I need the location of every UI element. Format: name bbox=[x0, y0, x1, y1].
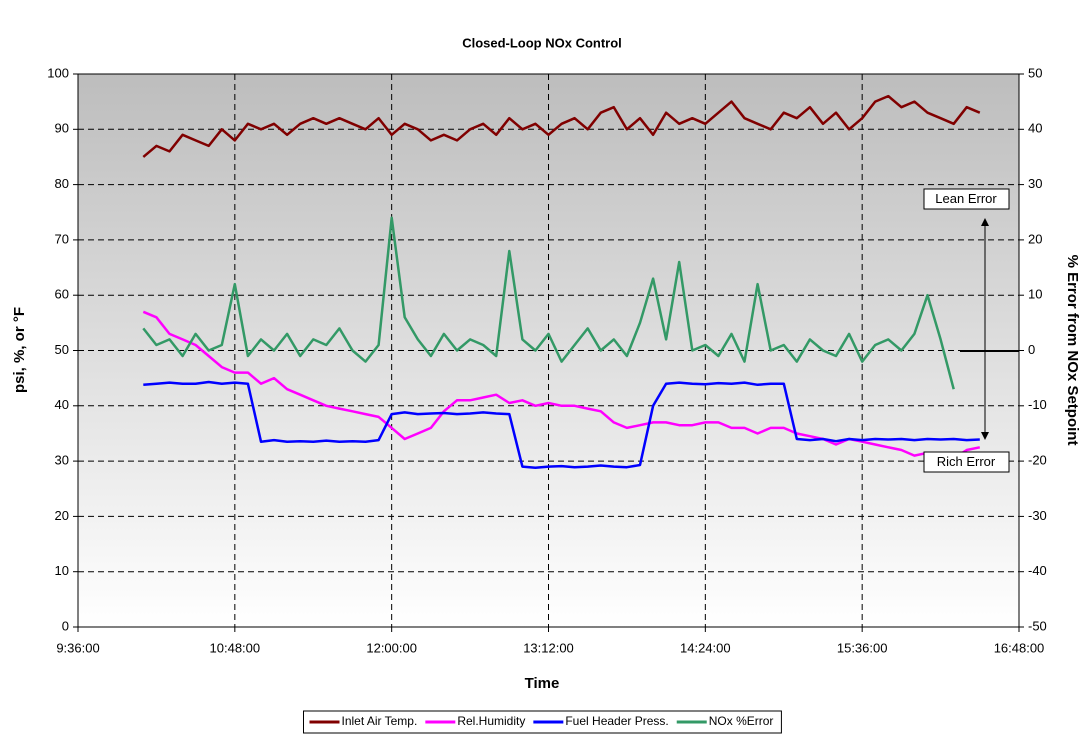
y-tick-label: 80 bbox=[55, 176, 69, 191]
y-tick-label: 10 bbox=[55, 563, 69, 578]
x-tick-label: 9:36:00 bbox=[56, 640, 99, 655]
y2-tick-label: 0 bbox=[1028, 342, 1035, 357]
series-line bbox=[142, 216, 955, 390]
chart-title: Closed-Loop NOx Control bbox=[462, 35, 622, 50]
annotation: Lean Error bbox=[935, 191, 997, 206]
y2-tick-label: -10 bbox=[1028, 397, 1047, 412]
y-tick-label: 20 bbox=[55, 508, 69, 523]
y2-tick-label: -30 bbox=[1028, 508, 1047, 523]
y-tick-label: 50 bbox=[55, 342, 69, 357]
y2-tick-label: -50 bbox=[1028, 618, 1047, 633]
legend-label: NOx %Error bbox=[709, 714, 774, 728]
x-tick-label: 10:48:00 bbox=[210, 640, 261, 655]
x-tick-label: 15:36:00 bbox=[837, 640, 888, 655]
y-tick-label: 70 bbox=[55, 231, 69, 246]
x-axis-label: Time bbox=[525, 675, 560, 692]
y-tick-label: 40 bbox=[55, 397, 69, 412]
x-tick-label: 14:24:00 bbox=[680, 640, 731, 655]
legend-label: Inlet Air Temp. bbox=[342, 714, 418, 728]
y2-tick-label: 10 bbox=[1028, 287, 1042, 302]
legend-label: Fuel Header Press. bbox=[565, 714, 668, 728]
legend-label: Rel.Humidity bbox=[457, 714, 525, 728]
x-tick-label: 16:48:00 bbox=[994, 640, 1045, 655]
y-tick-label: 90 bbox=[55, 121, 69, 136]
annotation-box bbox=[923, 451, 1010, 473]
y2-tick-label: -20 bbox=[1028, 453, 1047, 468]
x-tick-label: 13:12:00 bbox=[523, 640, 574, 655]
y2-tick-label: 50 bbox=[1028, 65, 1042, 80]
y-axis-label: psi, %, or °F bbox=[11, 307, 28, 393]
annotation-box bbox=[923, 188, 1010, 210]
y-tick-label: 60 bbox=[55, 287, 69, 302]
y2-tick-label: 30 bbox=[1028, 176, 1042, 191]
series-line bbox=[142, 94, 981, 158]
annotation: Rich Error bbox=[937, 454, 996, 469]
series-line bbox=[143, 380, 980, 469]
y2-tick-label: -40 bbox=[1028, 563, 1047, 578]
x-tick-label: 12:00:00 bbox=[366, 640, 417, 655]
y-tick-label: 100 bbox=[47, 65, 69, 80]
y-tick-label: 0 bbox=[62, 618, 69, 633]
y2-tick-label: 40 bbox=[1028, 121, 1042, 136]
y2-tick-label: 20 bbox=[1028, 231, 1042, 246]
legend: Inlet Air Temp. Rel.Humidity Fuel Header P… bbox=[303, 710, 782, 734]
y-tick-label: 30 bbox=[55, 453, 69, 468]
series-layer bbox=[78, 74, 1019, 627]
y2-axis-label: % Error from NOx Setpoint bbox=[1064, 255, 1081, 446]
series-line bbox=[142, 310, 981, 460]
